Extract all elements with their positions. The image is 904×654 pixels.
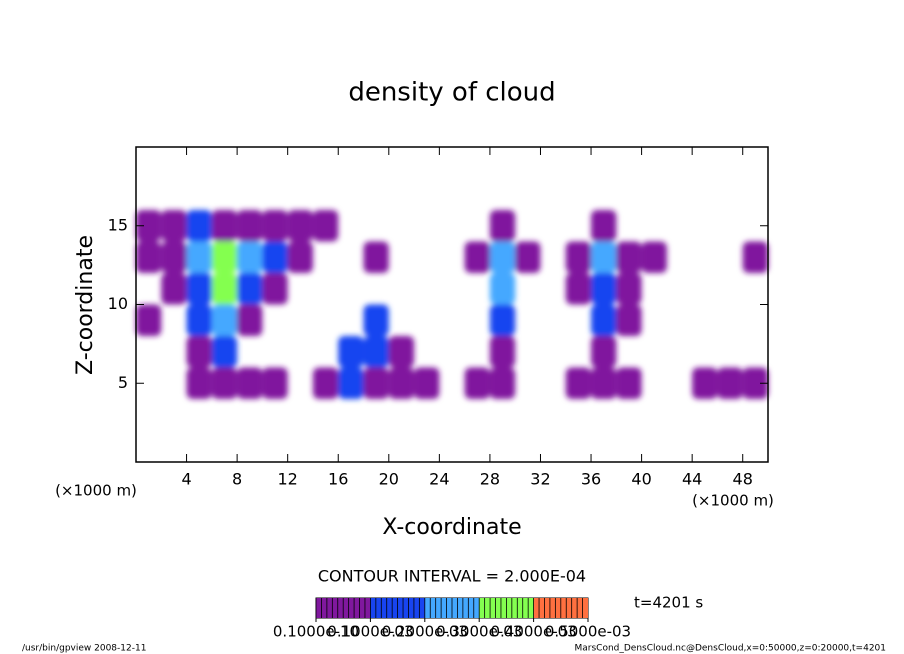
density-cell <box>161 210 187 242</box>
density-cell <box>211 304 238 336</box>
x-unit-label: (×1000 m) <box>692 492 774 510</box>
x-tick-label: 40 <box>631 470 651 489</box>
colorbar-tick-label: 0.1000e-03 <box>327 623 413 641</box>
x-tick-label: 20 <box>379 470 399 489</box>
density-cell <box>414 367 440 399</box>
density-cell <box>591 336 617 368</box>
density-cell <box>237 367 263 399</box>
x-tick-label: 32 <box>530 470 550 489</box>
density-cell <box>338 336 364 368</box>
density-cell <box>136 241 162 273</box>
x-tick-label: 48 <box>733 470 753 489</box>
x-tick-label: 4 <box>181 470 191 489</box>
density-cell <box>489 273 516 305</box>
density-cell <box>616 241 642 273</box>
density-cell <box>489 336 516 368</box>
colorbar-tick-label: 0.2000e-03 <box>382 623 468 641</box>
density-cell <box>717 367 743 399</box>
density-cell <box>363 367 389 399</box>
density-cell <box>287 210 313 242</box>
y-tick-label: 5 <box>118 373 128 392</box>
density-cell <box>161 241 187 273</box>
y-unit-label: (×1000 m) <box>55 482 137 500</box>
density-cell <box>237 304 263 336</box>
density-cell <box>186 304 212 336</box>
density-cell <box>262 210 288 242</box>
density-cell <box>388 336 415 368</box>
density-cell <box>186 336 212 368</box>
colorbar-tick-label: 0.1000e-10 <box>273 623 359 641</box>
chart-title: density of cloud <box>348 78 555 108</box>
density-cell <box>515 241 541 273</box>
x-tick-label: 24 <box>429 470 449 489</box>
density-cell <box>136 210 162 242</box>
density-cell <box>616 304 642 336</box>
x-tick-label: 8 <box>232 470 242 489</box>
density-cell <box>136 304 162 336</box>
density-cell <box>262 241 288 273</box>
density-cell <box>338 367 364 399</box>
x-tick-label: 12 <box>278 470 298 489</box>
density-cell <box>186 367 212 399</box>
density-cell <box>489 367 516 399</box>
density-cell <box>363 304 389 336</box>
density-cell <box>363 241 389 273</box>
footer-left: /usr/bin/gpview 2008-12-11 <box>22 644 146 654</box>
density-cell <box>211 336 238 368</box>
density-cell <box>312 367 339 399</box>
density-cell <box>186 241 212 273</box>
density-cell <box>161 273 187 305</box>
density-cell <box>363 336 389 368</box>
density-cell <box>262 273 288 305</box>
density-cell <box>312 210 339 242</box>
colorbar-tick-label: 0.4000e-03 <box>490 623 576 641</box>
density-cell <box>489 210 516 242</box>
density-cell <box>237 210 263 242</box>
density-cell <box>211 273 238 305</box>
density-cell <box>186 210 212 242</box>
density-cell <box>565 273 592 305</box>
x-tick-label: 28 <box>480 470 500 489</box>
x-tick-label: 16 <box>328 470 348 489</box>
y-tick-label: 15 <box>108 215 128 234</box>
density-cell <box>591 241 617 273</box>
x-tick-label: 36 <box>581 470 601 489</box>
density-cell <box>287 241 313 273</box>
colorbar-tick-label: 0.3000e-03 <box>436 623 522 641</box>
colorbar-tick-label: 0.5000e-03 <box>545 623 631 641</box>
density-cell <box>464 241 490 273</box>
density-cell <box>591 210 617 242</box>
density-cell <box>489 304 516 336</box>
density-cell <box>565 241 592 273</box>
density-cell <box>591 367 617 399</box>
x-axis-label: X-coordinate <box>382 515 521 540</box>
y-tick-label: 10 <box>108 294 128 313</box>
y-axis-label: Z-coordinate <box>73 235 98 375</box>
density-cell <box>186 273 212 305</box>
density-cell <box>565 367 592 399</box>
footer-right: MarsCond_DensCloud.nc@DensCloud,x=0:5000… <box>575 644 887 654</box>
density-cell <box>591 273 617 305</box>
time-label: t=4201 s <box>634 594 703 612</box>
density-cell <box>237 241 263 273</box>
density-cell <box>211 367 238 399</box>
density-cell <box>211 210 238 242</box>
density-cell <box>742 367 768 399</box>
density-cell <box>591 304 617 336</box>
density-cell <box>211 241 238 273</box>
density-cell <box>237 273 263 305</box>
density-cell <box>742 241 768 273</box>
density-cell <box>641 241 667 273</box>
density-cell <box>262 367 288 399</box>
density-cell <box>616 367 642 399</box>
density-cell <box>489 241 516 273</box>
density-cell <box>464 367 490 399</box>
contour-field <box>136 210 768 399</box>
contour-interval: CONTOUR INTERVAL = 2.000E-04 <box>318 567 586 586</box>
density-cell <box>388 367 415 399</box>
density-cell <box>692 367 718 399</box>
density-cell <box>616 273 642 305</box>
x-tick-label: 44 <box>682 470 702 489</box>
